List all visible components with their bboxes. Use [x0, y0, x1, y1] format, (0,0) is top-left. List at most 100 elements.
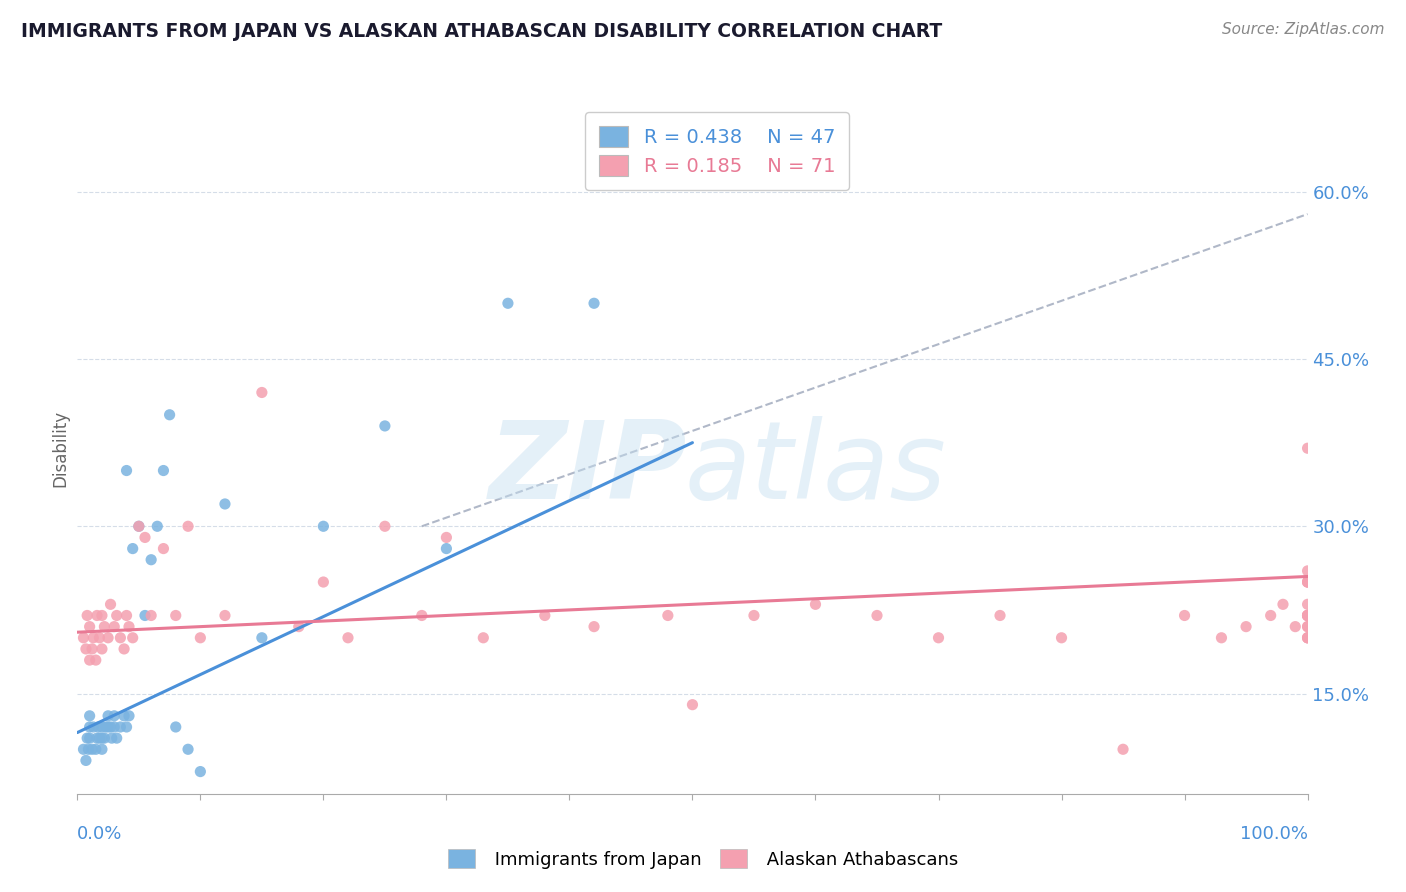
Point	[496, 296, 519, 310]
Point	[472, 631, 495, 645]
Y-axis label: Disability: Disability	[51, 409, 69, 487]
Point	[100, 720, 122, 734]
Point	[141, 552, 163, 567]
Point	[128, 519, 150, 533]
Point	[1234, 619, 1257, 633]
Point	[121, 631, 143, 645]
Point	[79, 731, 101, 746]
Point	[84, 653, 107, 667]
Point	[77, 742, 100, 756]
Text: 0.0%: 0.0%	[77, 825, 122, 843]
Point	[110, 720, 132, 734]
Point	[165, 720, 187, 734]
Point	[93, 731, 115, 746]
Text: 100.0%: 100.0%	[1240, 825, 1308, 843]
Point	[134, 530, 156, 544]
Point	[1174, 608, 1197, 623]
Point	[190, 764, 212, 779]
Point	[90, 720, 114, 734]
Point	[115, 720, 138, 734]
Point	[94, 720, 117, 734]
Legend:  Immigrants from Japan,  Alaskan Athabascans: Immigrants from Japan, Alaskan Athabasca…	[440, 842, 966, 876]
Legend: R = 0.438    N = 47, R = 0.185    N = 71: R = 0.438 N = 47, R = 0.185 N = 71	[585, 112, 849, 190]
Point	[312, 575, 335, 590]
Point	[141, 608, 163, 623]
Point	[152, 541, 174, 556]
Point	[866, 608, 889, 623]
Point	[128, 519, 150, 533]
Point	[1296, 631, 1319, 645]
Point	[146, 519, 169, 533]
Point	[103, 720, 125, 734]
Point	[312, 519, 335, 533]
Text: atlas: atlas	[685, 417, 946, 522]
Point	[75, 642, 97, 657]
Point	[97, 708, 120, 723]
Point	[86, 608, 108, 623]
Point	[89, 631, 111, 645]
Point	[79, 619, 101, 633]
Point	[1260, 608, 1282, 623]
Text: ZIP: ZIP	[489, 416, 688, 522]
Point	[103, 708, 125, 723]
Point	[72, 742, 94, 756]
Text: IMMIGRANTS FROM JAPAN VS ALASKAN ATHABASCAN DISABILITY CORRELATION CHART: IMMIGRANTS FROM JAPAN VS ALASKAN ATHABAS…	[21, 22, 942, 41]
Point	[82, 631, 104, 645]
Point	[165, 608, 187, 623]
Point	[90, 642, 114, 657]
Point	[105, 731, 128, 746]
Point	[105, 608, 128, 623]
Text: Source: ZipAtlas.com: Source: ZipAtlas.com	[1222, 22, 1385, 37]
Point	[75, 753, 97, 767]
Point	[1296, 619, 1319, 633]
Point	[159, 408, 181, 422]
Point	[657, 608, 679, 623]
Point	[214, 497, 236, 511]
Point	[288, 619, 311, 633]
Point	[112, 708, 135, 723]
Point	[374, 519, 396, 533]
Point	[1296, 575, 1319, 590]
Point	[115, 608, 138, 623]
Point	[1296, 608, 1319, 623]
Point	[583, 296, 606, 310]
Point	[436, 541, 458, 556]
Point	[79, 720, 101, 734]
Point	[93, 619, 115, 633]
Point	[82, 642, 104, 657]
Point	[436, 530, 458, 544]
Point	[118, 708, 141, 723]
Point	[1296, 575, 1319, 590]
Point	[804, 598, 827, 612]
Point	[1296, 608, 1319, 623]
Point	[87, 720, 110, 734]
Point	[76, 608, 98, 623]
Point	[1296, 608, 1319, 623]
Point	[121, 541, 143, 556]
Point	[928, 631, 950, 645]
Point	[112, 642, 135, 657]
Point	[682, 698, 704, 712]
Point	[374, 419, 396, 434]
Point	[110, 631, 132, 645]
Point	[1296, 608, 1319, 623]
Point	[190, 631, 212, 645]
Point	[82, 742, 104, 756]
Point	[1296, 598, 1319, 612]
Point	[1296, 631, 1319, 645]
Point	[118, 619, 141, 633]
Point	[411, 608, 433, 623]
Point	[134, 608, 156, 623]
Point	[90, 742, 114, 756]
Point	[152, 464, 174, 478]
Point	[101, 731, 124, 746]
Point	[115, 464, 138, 478]
Point	[79, 653, 101, 667]
Point	[76, 731, 98, 746]
Point	[97, 631, 120, 645]
Point	[1296, 619, 1319, 633]
Point	[742, 608, 765, 623]
Point	[177, 742, 200, 756]
Point	[89, 731, 111, 746]
Point	[1296, 631, 1319, 645]
